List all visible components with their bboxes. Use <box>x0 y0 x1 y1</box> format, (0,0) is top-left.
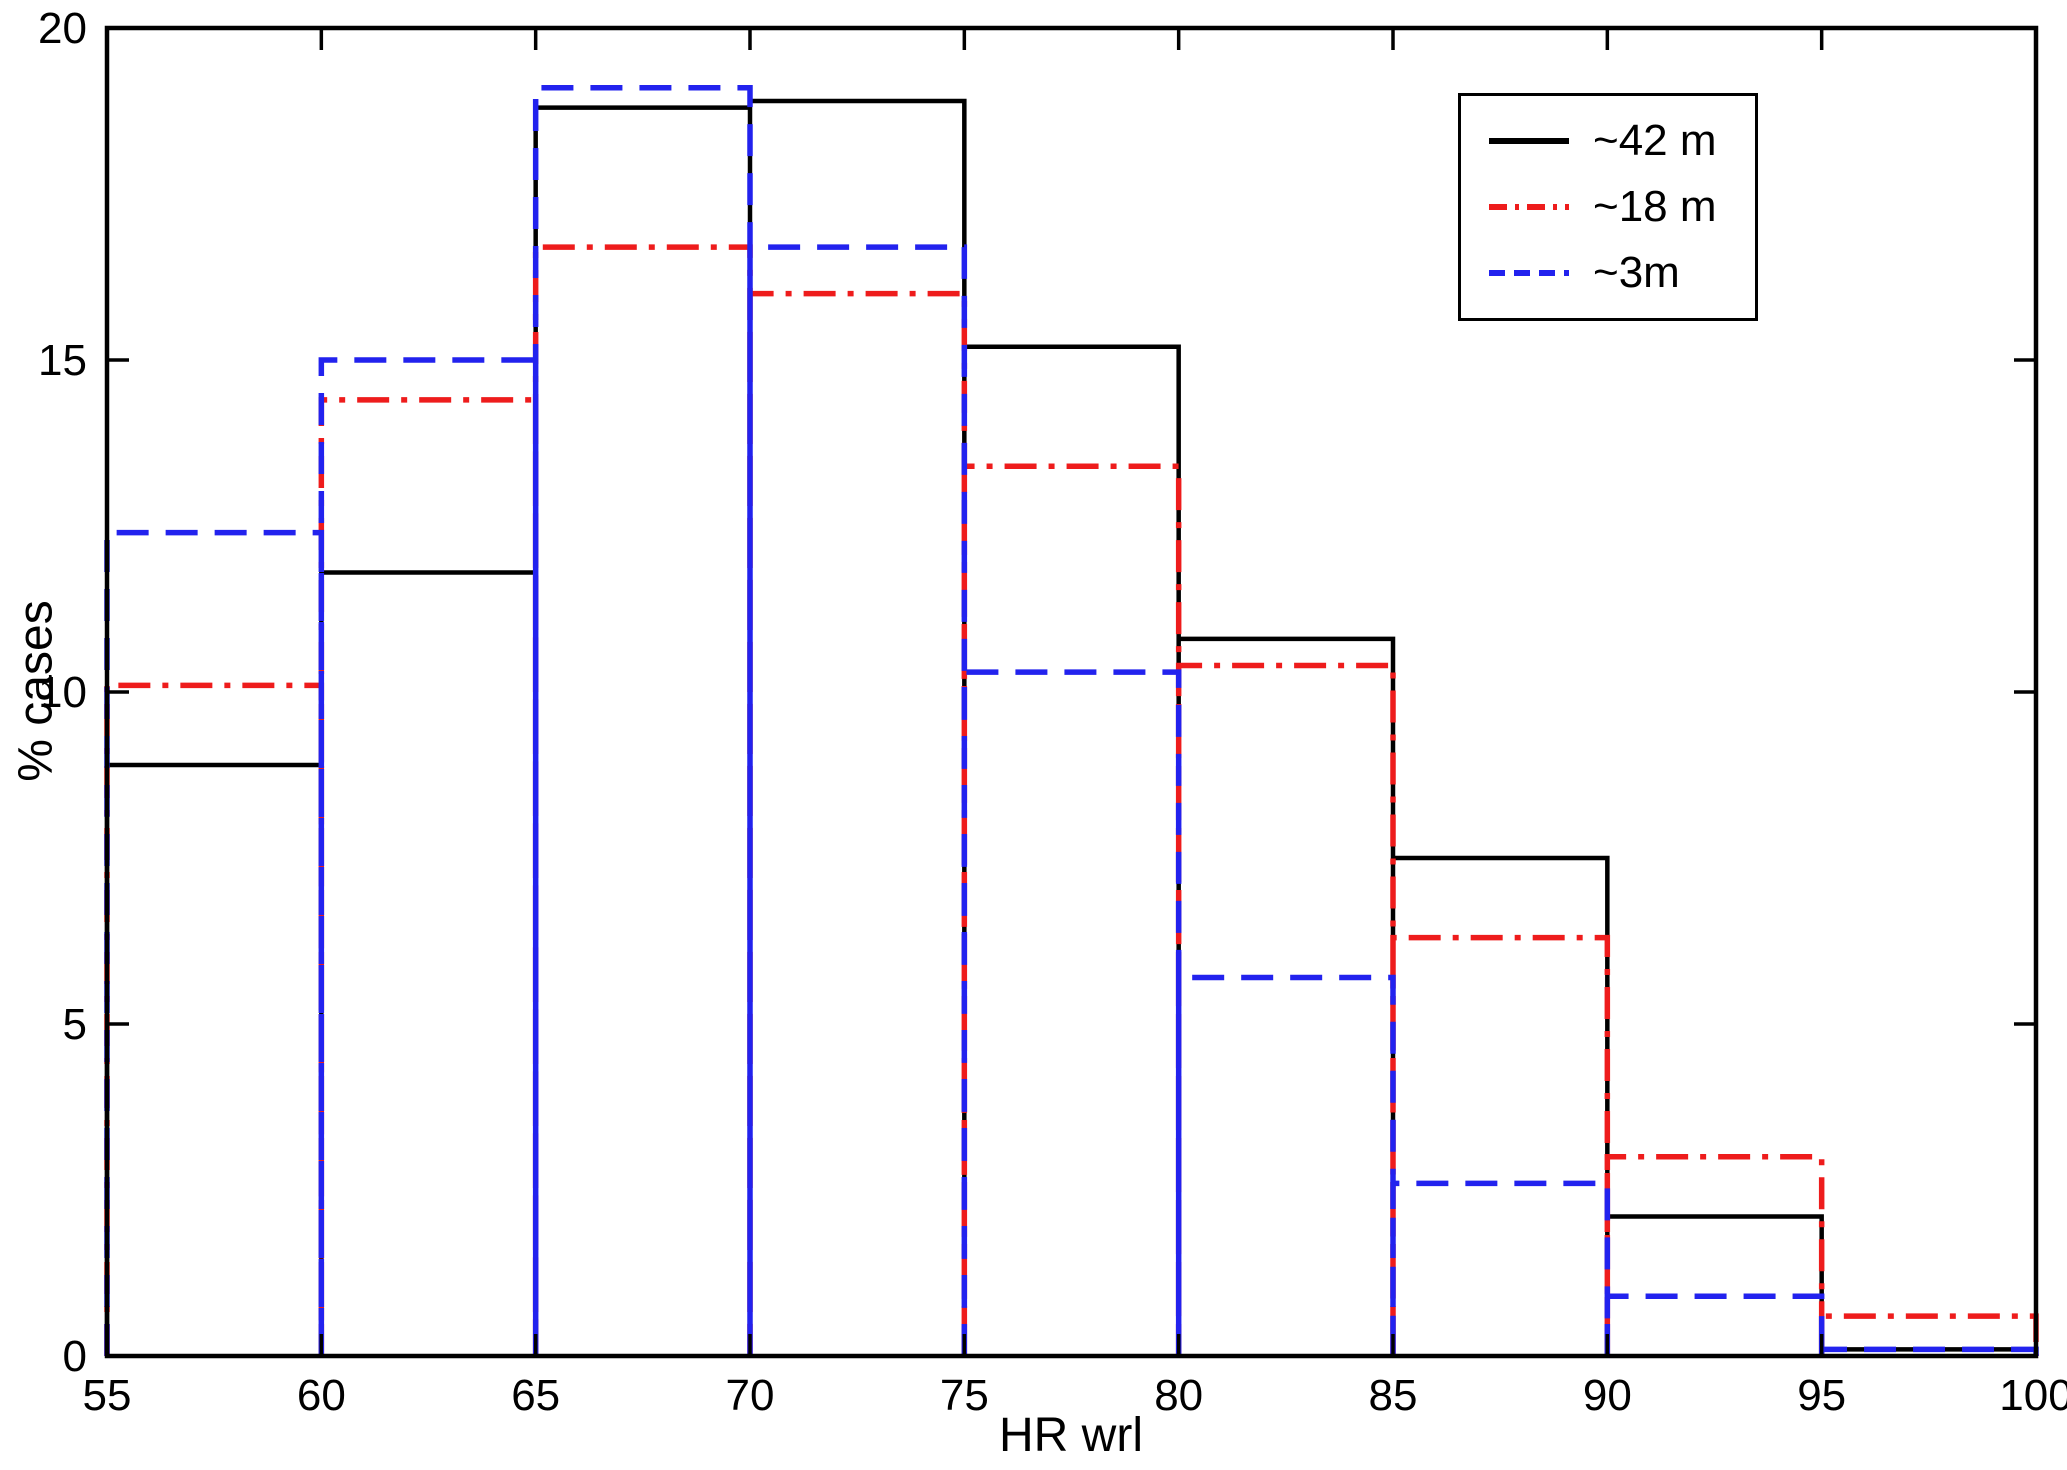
x-tick-label: 95 <box>1797 1371 1846 1420</box>
y-axis-label: % cases <box>9 600 63 782</box>
x-tick-label: 90 <box>1583 1371 1632 1420</box>
y-tick-label: 0 <box>63 1332 87 1381</box>
x-tick-label: 80 <box>1154 1371 1203 1420</box>
legend: ~42 m ~18 m ~3m <box>1458 93 1758 321</box>
x-tick-label: 85 <box>1369 1371 1418 1420</box>
x-tick-label: 60 <box>297 1371 346 1420</box>
y-tick-label: 5 <box>63 1000 87 1049</box>
y-tick-label: 10 <box>38 668 87 717</box>
x-tick-label: 55 <box>83 1371 132 1420</box>
x-axis-label: HR wrl <box>999 1409 1143 1462</box>
legend-item: ~3m <box>1487 248 1729 298</box>
x-tick-label: 65 <box>511 1371 560 1420</box>
x-tick-label: 100 <box>1999 1371 2067 1420</box>
legend-label: ~18 m <box>1593 182 1717 231</box>
legend-line-dashed-icon <box>1489 270 1569 276</box>
legend-label: ~42 m <box>1593 116 1717 165</box>
legend-line-dashdot-icon <box>1489 204 1569 210</box>
legend-item: ~18 m <box>1487 182 1729 232</box>
x-tick-label: 75 <box>940 1371 989 1420</box>
y-tick-label: 20 <box>38 4 87 53</box>
x-tick-label: 70 <box>726 1371 775 1420</box>
y-tick-label: 15 <box>38 336 87 385</box>
legend-label: ~3m <box>1593 248 1680 297</box>
legend-item: ~42 m <box>1487 116 1729 166</box>
legend-line-solid-icon <box>1489 138 1569 144</box>
